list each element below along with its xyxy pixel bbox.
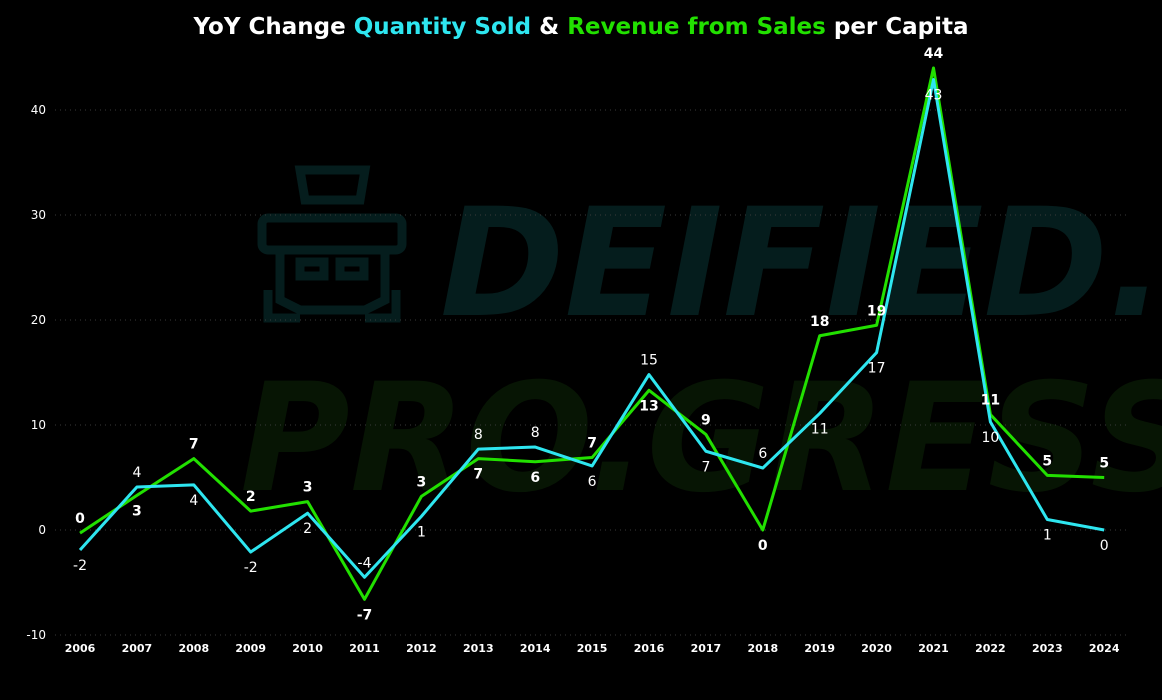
x-tick-label: 2015 [577, 642, 608, 655]
revenue-data-label: 11 [981, 393, 1000, 409]
x-tick-label: 2007 [122, 642, 153, 655]
revenue-data-label: 18 [810, 314, 829, 330]
x-tick-label: 2019 [804, 642, 835, 655]
quantity-data-label: 1 [417, 524, 426, 540]
chart-title: YoY Change Quantity Sold & Revenue from … [0, 14, 1162, 40]
revenue-data-label: 13 [639, 398, 658, 414]
quantity-data-label: 10 [981, 430, 999, 446]
x-tick-label: 2012 [406, 642, 437, 655]
watermark-line2: PRO.GRESS [240, 352, 1162, 526]
x-tick-label: 2020 [861, 642, 892, 655]
quantity-data-label: 4 [189, 493, 198, 509]
x-tick-label: 2013 [463, 642, 494, 655]
quantity-data-label: -4 [358, 555, 372, 571]
x-tick-label: 2010 [292, 642, 323, 655]
x-tick-label: 2009 [235, 642, 266, 655]
quantity-data-label: -2 [73, 558, 87, 574]
y-tick-label: 30 [31, 208, 46, 222]
quantity-data-label: 7 [701, 459, 710, 475]
x-tick-label: 2022 [975, 642, 1006, 655]
x-tick-label: 2006 [65, 642, 96, 655]
revenue-data-label: -7 [357, 607, 373, 623]
title-suffix: per Capita [825, 14, 969, 40]
title-revenue: Revenue from Sales [567, 14, 826, 40]
revenue-line [79, 66, 1105, 601]
x-axis: 2006 2007 2008 2009 2010 2011 2012 2013 2014 2015… [65, 642, 1120, 655]
quantity-sold-line [78, 78, 1105, 579]
y-tick-label: -10 [26, 628, 46, 642]
quantity-data-label: 0 [1100, 538, 1109, 554]
watermark-line1: DEIFIED. [440, 177, 1162, 351]
revenue-data-label: 7 [189, 437, 199, 453]
x-tick-label: 2017 [691, 642, 722, 655]
quantity-data-label: 6 [758, 446, 767, 462]
quantity-data-label: 6 [588, 474, 597, 490]
x-tick-label: 2023 [1032, 642, 1063, 655]
revenue-data-label: 44 [924, 46, 944, 62]
revenue-data-label: 0 [75, 511, 85, 527]
quantity-data-label: 17 [868, 361, 886, 377]
revenue-data-label: 19 [867, 303, 886, 319]
x-tick-label: 2014 [520, 642, 551, 655]
series-lines [78, 66, 1105, 601]
watermark: DEIFIED. PRO.GRESS [240, 165, 1162, 526]
x-tick-label: 2018 [747, 642, 778, 655]
x-tick-label: 2021 [918, 642, 949, 655]
title-quantity: Quantity Sold [353, 14, 532, 40]
x-tick-label: 2016 [634, 642, 665, 655]
gridlines [55, 109, 1130, 636]
revenue-data-label: 5 [1099, 456, 1109, 472]
revenue-data-label: 3 [303, 480, 313, 496]
y-axis: -10 0 10 20 30 40 [26, 103, 46, 642]
x-tick-label: 2024 [1089, 642, 1120, 655]
quantity-data-label: 1 [1043, 528, 1052, 544]
revenue-data-label: 2 [246, 489, 256, 505]
revenue-data-label: 3 [417, 474, 427, 490]
title-prefix: YoY Change [193, 14, 354, 40]
revenue-data-label: 0 [758, 538, 768, 554]
quantity-data-label: 4 [132, 465, 141, 481]
revenue-data-label: 7 [473, 467, 483, 483]
y-tick-label: 10 [31, 418, 46, 432]
revenue-data-label: 6 [530, 470, 540, 486]
x-tick-label: 2011 [349, 642, 380, 655]
quantity-data-label: 11 [811, 421, 829, 437]
revenue-data-label: 5 [1042, 453, 1052, 469]
y-tick-label: 0 [38, 523, 46, 537]
revenue-data-label: 9 [701, 412, 711, 428]
title-mid: & [531, 14, 568, 40]
revenue-data-label: 3 [132, 503, 142, 519]
quantity-data-label: 15 [640, 353, 658, 369]
quantity-data-label: 8 [531, 425, 540, 441]
quantity-data-label: 43 [925, 88, 943, 104]
mask-logo-icon [257, 165, 407, 323]
quantity-data-label: 2 [303, 521, 312, 537]
quantity-data-label: 8 [474, 427, 483, 443]
y-tick-label: 20 [31, 313, 46, 327]
y-tick-label: 40 [31, 103, 46, 117]
quantity-data-label: -2 [244, 560, 258, 576]
revenue-data-label: 7 [587, 436, 597, 452]
x-tick-label: 2008 [178, 642, 209, 655]
